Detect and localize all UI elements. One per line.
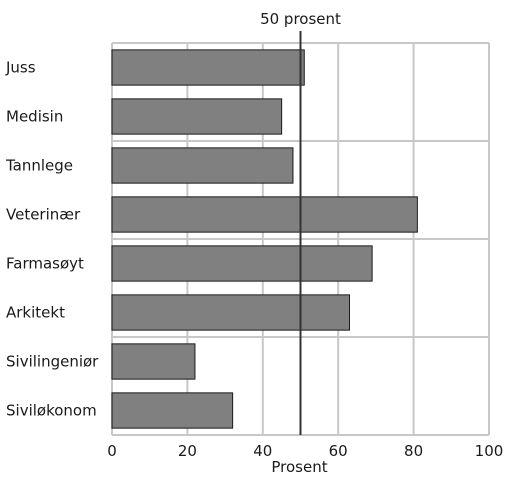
- bar-3: [111, 196, 418, 233]
- bar-1: [111, 98, 283, 135]
- bar-5: [111, 294, 351, 331]
- x-axis-label: Prosent: [271, 458, 327, 476]
- category-label-1: Medisin: [6, 108, 63, 126]
- bar-6: [111, 343, 196, 380]
- reference-line-label: 50 prosent: [260, 10, 341, 28]
- x-tick-labels: 0 20 40 60 80 100: [107, 442, 503, 460]
- x-tick-label-5: 100: [475, 442, 504, 460]
- x-tick-label-1: 20: [178, 442, 197, 460]
- category-label-4: Farmasøyt: [6, 255, 84, 273]
- bar-2: [111, 147, 294, 184]
- x-tick-label-0: 0: [107, 442, 117, 460]
- x-tick-label-3: 60: [329, 442, 348, 460]
- category-label-6: Sivilingeniør: [6, 353, 99, 371]
- bar-0: [111, 49, 305, 86]
- x-tick-label-4: 80: [404, 442, 423, 460]
- category-label-3: Veterinær: [6, 206, 81, 224]
- bar-7: [111, 392, 234, 429]
- x-tick-label-2: 40: [253, 442, 272, 460]
- bars: [111, 49, 418, 429]
- category-labels: Juss Medisin Tannlege Veterinær Farmasøyt Ark…: [5, 59, 99, 420]
- bar-4: [111, 245, 373, 282]
- category-label-0: Juss: [5, 59, 36, 77]
- category-label-5: Arkitekt: [6, 304, 65, 322]
- category-label-2: Tannlege: [5, 157, 73, 175]
- category-label-7: Siviløkonom: [6, 402, 97, 420]
